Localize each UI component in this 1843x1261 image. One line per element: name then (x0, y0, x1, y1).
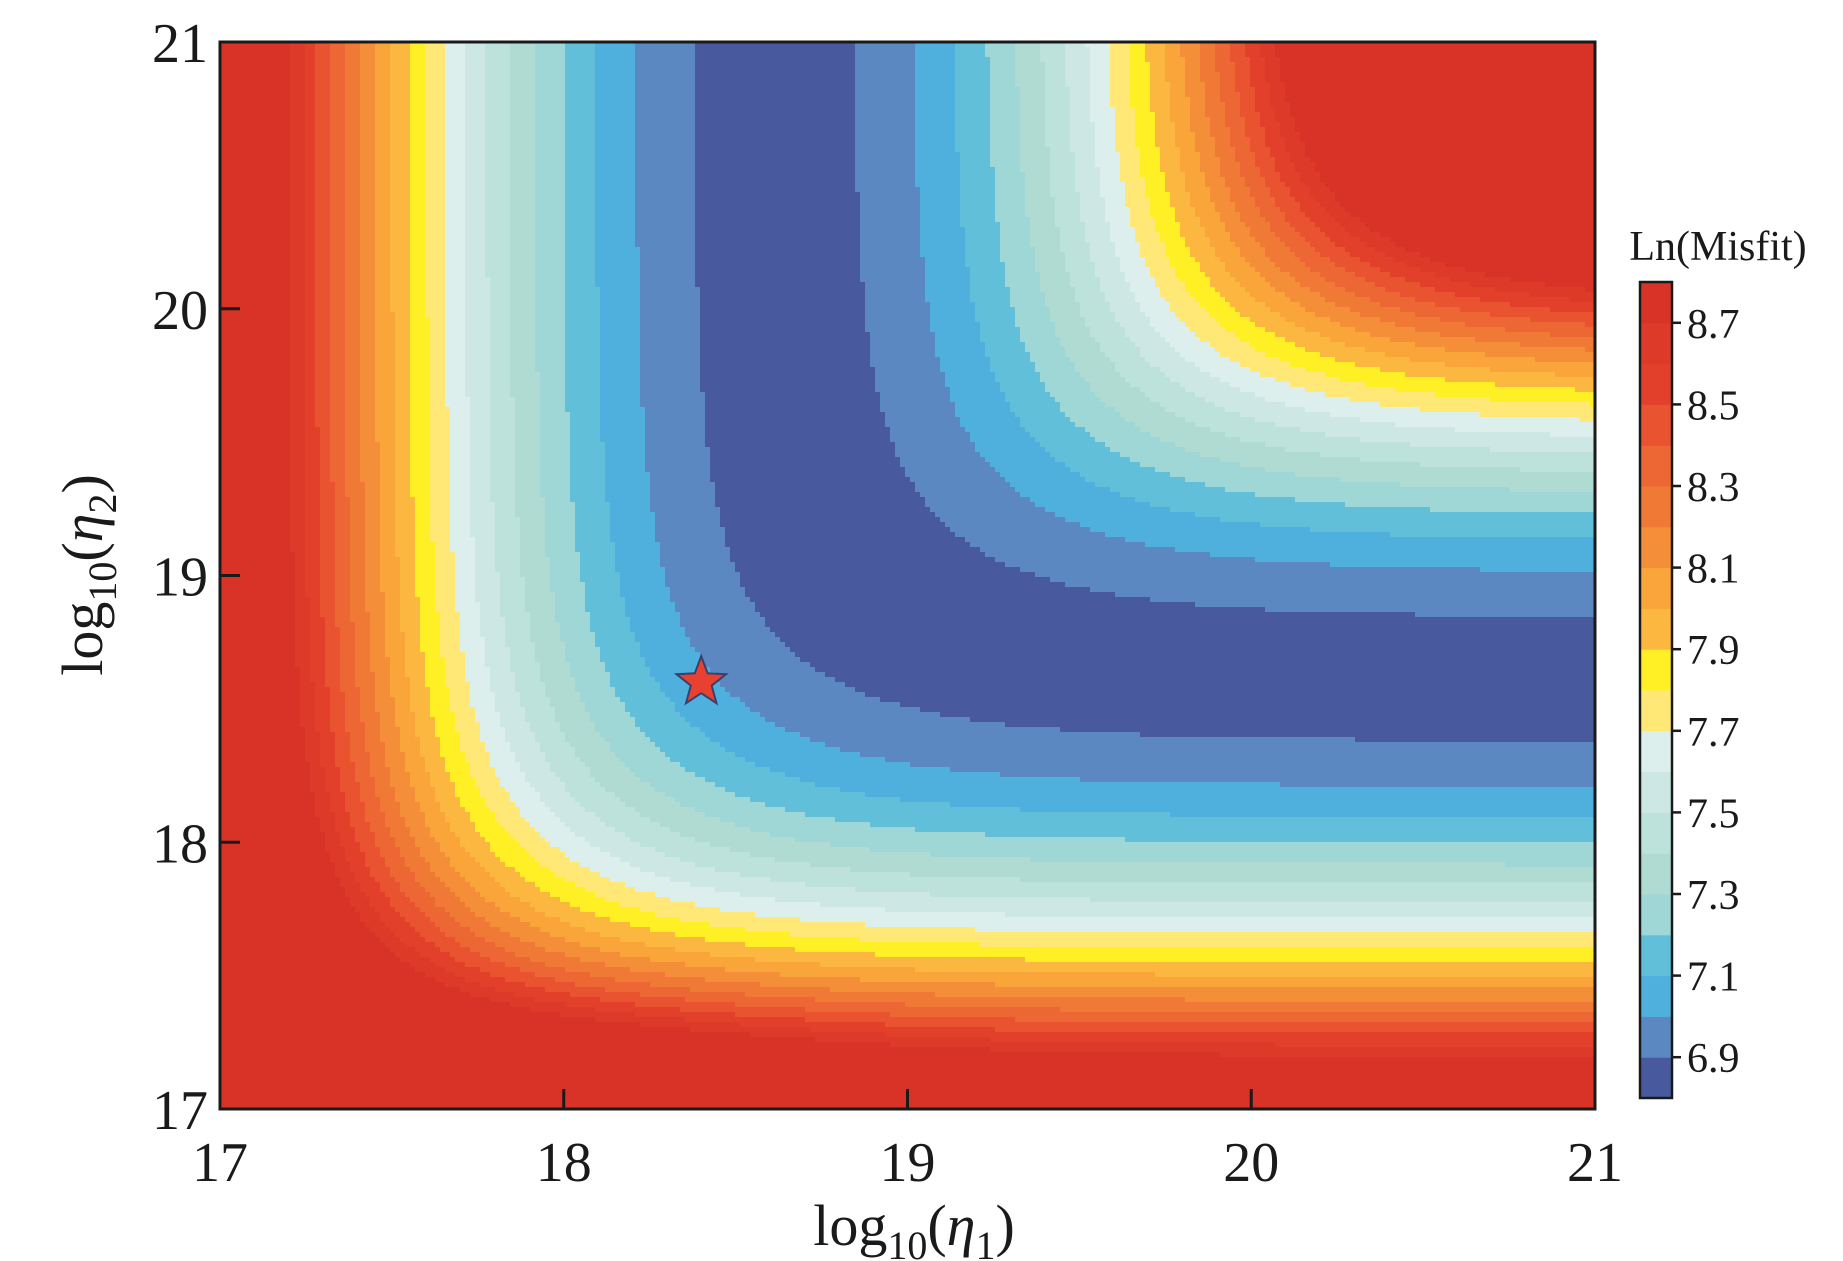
colorbar-frame (1638, 280, 1674, 1100)
y-tick-label: 21 (152, 13, 208, 75)
colorbar-tick-label: 7.9 (1687, 628, 1740, 674)
colorbar-band (1640, 526, 1672, 569)
colorbar-band (1640, 771, 1672, 813)
colorbar-title: Ln(Misfit) (1629, 224, 1806, 270)
colorbar-band (1640, 975, 1672, 1017)
colorbar-ticks: 6.9 7.1 7.3 7.5 7.7 7.9 8.1 8.3 8.5 8.7 (1672, 302, 1740, 1082)
colorbar-tick-label: 7.5 (1687, 791, 1740, 837)
colorbar-tick-label: 8.5 (1687, 383, 1740, 429)
colorbar-band (1640, 404, 1672, 446)
y-axis-ticks: 17 18 19 20 21 (152, 13, 240, 1142)
colorbar-band (1640, 608, 1672, 650)
x-tick-label: 21 (1567, 1132, 1623, 1194)
x-tick-label: 17 (192, 1132, 248, 1194)
colorbar-tick-label: 7.1 (1687, 955, 1740, 1001)
x-tick-label: 19 (880, 1132, 936, 1194)
x-tick-label: 20 (1223, 1132, 1279, 1194)
colorbar-band (1640, 1057, 1672, 1099)
colorbar-band (1640, 853, 1672, 895)
colorbar-band (1640, 567, 1672, 609)
colorbar-band (1640, 282, 1672, 324)
colorbar-band (1640, 894, 1672, 936)
colorbar-tick-label: 8.3 (1687, 465, 1740, 511)
colorbar-tick-label: 7.3 (1687, 873, 1740, 919)
y-axis-title: log10(η2) (50, 474, 125, 676)
colorbar-band (1640, 812, 1672, 854)
colorbar-tick-label: 8.1 (1687, 547, 1740, 593)
marker-layer (673, 653, 729, 706)
colorbar-bands (1640, 282, 1672, 1099)
best-fit-star-marker (673, 653, 729, 706)
y-tick-label: 17 (152, 1080, 208, 1142)
colorbar-band (1640, 1016, 1672, 1058)
colorbar-tick-label: 6.9 (1687, 1036, 1740, 1082)
colorbar-tick-label: 8.7 (1687, 302, 1740, 348)
colorbar-band (1640, 934, 1672, 977)
colorbar: Ln(Misfit) 6.9 7.1 7.3 7.5 7.7 7.9 8.1 8.3 8.5 8.… (1629, 224, 1807, 1100)
contour-field (220, 42, 1595, 1109)
y-tick-label: 18 (152, 813, 208, 875)
y-tick-label: 20 (152, 280, 208, 342)
colorbar-band (1640, 445, 1672, 487)
y-tick-label: 19 (152, 547, 208, 609)
colorbar-band (1640, 649, 1672, 691)
colorbar-band (1640, 322, 1672, 365)
x-axis-ticks: 17 18 19 20 21 (192, 1089, 1623, 1194)
colorbar-band (1640, 690, 1672, 732)
colorbar-band (1640, 730, 1672, 773)
colorbar-band (1640, 363, 1672, 405)
x-axis-title: log10(η1) (813, 1193, 1015, 1261)
x-tick-label: 18 (536, 1132, 592, 1194)
colorbar-tick-label: 7.7 (1687, 710, 1740, 756)
colorbar-band (1640, 486, 1672, 528)
